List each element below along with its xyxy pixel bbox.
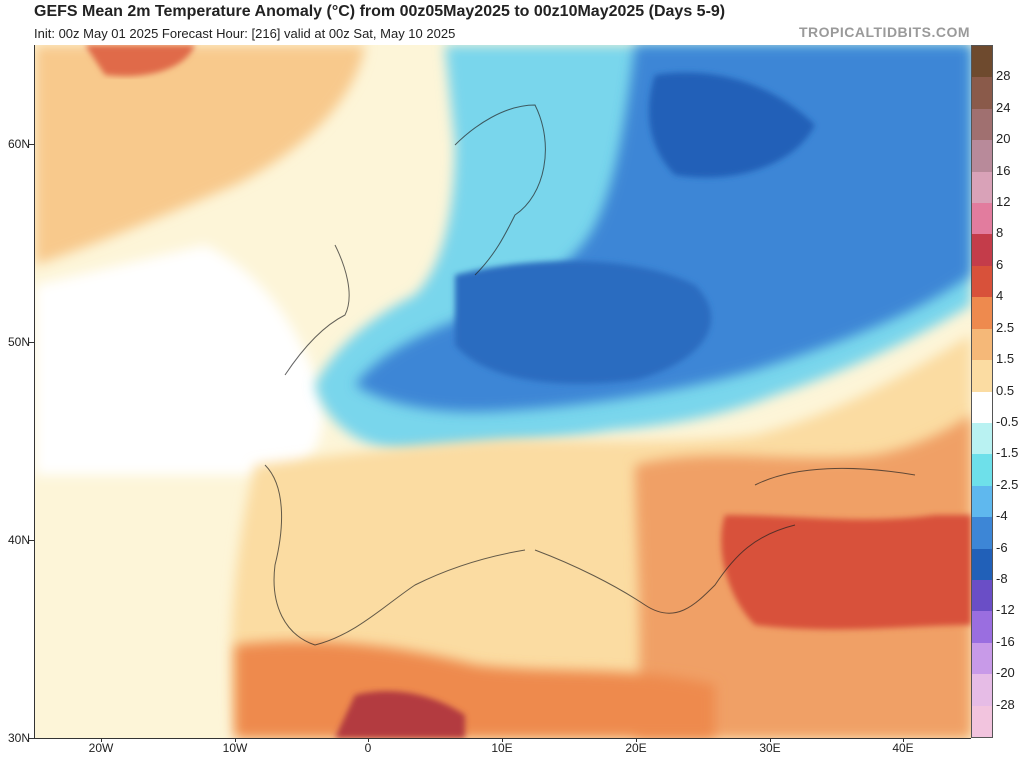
lat-label-50n: 50N <box>7 335 30 349</box>
strong-cold-center-central <box>455 261 712 384</box>
colorbar-swatch <box>972 422 992 455</box>
colorbar-label: 0.5 <box>996 382 1015 398</box>
colorbar-swatch <box>972 108 992 141</box>
lon-tick <box>368 738 369 742</box>
colorbar-label: 6 <box>996 256 1004 272</box>
colorbar-label: 12 <box>996 194 1011 210</box>
lat-label-60n: 60N <box>7 137 30 151</box>
lat-tick <box>29 738 34 739</box>
colorbar-swatch <box>972 611 992 644</box>
colorbar-label: -16 <box>996 633 1015 649</box>
colorbar-label: 16 <box>996 162 1011 178</box>
lon-label-0: 0 <box>364 741 372 755</box>
colorbar-swatch <box>972 297 992 330</box>
colorbar-swatch <box>972 171 992 204</box>
lon-tick <box>101 738 102 742</box>
colorbar-swatch <box>972 360 992 392</box>
colorbar-swatch <box>972 203 992 235</box>
colorbar-swatch <box>972 46 992 78</box>
strong-cold-center-north <box>649 72 815 178</box>
colorbar-swatch <box>972 454 992 487</box>
lat-tick <box>29 342 34 343</box>
lat-tick <box>29 540 34 541</box>
map-subtitle: Init: 00z May 01 2025 Forecast Hour: [21… <box>34 26 456 41</box>
lon-label-30e: 30E <box>759 741 781 755</box>
colorbar-swatch <box>972 705 992 738</box>
colorbar-label: -6 <box>996 539 1008 555</box>
hot-sahara <box>335 691 465 738</box>
colorbar-swatch <box>972 140 992 173</box>
colorbar-swatch <box>972 548 992 581</box>
colorbar-swatch <box>972 485 992 518</box>
colorbar <box>971 45 993 738</box>
colorbar-label: 24 <box>996 99 1011 115</box>
colorbar-label: 20 <box>996 131 1011 147</box>
lat-tick <box>29 144 34 145</box>
colorbar-label: -0.5 <box>996 413 1019 429</box>
lon-label-10e: 10E <box>491 741 513 755</box>
lon-tick <box>235 738 236 742</box>
lon-tick <box>502 738 503 742</box>
neutral-atlantic-region <box>35 245 324 475</box>
colorbar-swatch <box>972 642 992 675</box>
colorbar-label: 28 <box>996 68 1011 84</box>
hot-spot-iceland-south <box>85 45 195 77</box>
lon-label-20e: 20E <box>625 741 647 755</box>
hot-anatolia <box>721 515 971 630</box>
anomaly-field <box>35 45 971 738</box>
lon-tick <box>770 738 771 742</box>
lon-label-20w: 20W <box>88 741 114 755</box>
lat-label-30n: 30N <box>7 731 30 745</box>
lon-tick <box>636 738 637 742</box>
colorbar-label: -28 <box>996 696 1015 712</box>
colorbar-swatch <box>972 517 992 550</box>
colorbar-swatch <box>972 234 992 267</box>
colorbar-label: 4 <box>996 288 1004 304</box>
colorbar-swatch <box>972 77 992 110</box>
site-watermark: TROPICALTIDBITS.COM <box>798 24 970 40</box>
colorbar-swatch <box>972 265 992 298</box>
lon-label-40e: 40E <box>892 741 914 755</box>
colorbar-label: 1.5 <box>996 351 1015 367</box>
colorbar-swatch <box>972 328 992 361</box>
colorbar-swatch <box>972 391 992 424</box>
colorbar-label: 2.5 <box>996 319 1015 335</box>
anomaly-map <box>34 45 971 739</box>
lat-label-40n: 40N <box>7 533 30 547</box>
colorbar-label: -4 <box>996 508 1008 524</box>
lon-tick <box>903 738 904 742</box>
colorbar-label: -8 <box>996 570 1008 586</box>
lon-label-10w: 10W <box>222 741 248 755</box>
colorbar-label: -2.5 <box>996 476 1019 492</box>
warm-north-atlantic <box>35 45 365 265</box>
colorbar-label: -20 <box>996 665 1015 681</box>
coastlines <box>264 104 916 646</box>
colorbar-label: 8 <box>996 225 1004 241</box>
colorbar-label: -12 <box>996 602 1015 618</box>
map-title: GEFS Mean 2m Temperature Anomaly (°C) fr… <box>34 3 726 20</box>
colorbar-swatch <box>972 674 992 707</box>
colorbar-label: -1.5 <box>996 445 1019 461</box>
colorbar-swatch <box>972 579 992 612</box>
